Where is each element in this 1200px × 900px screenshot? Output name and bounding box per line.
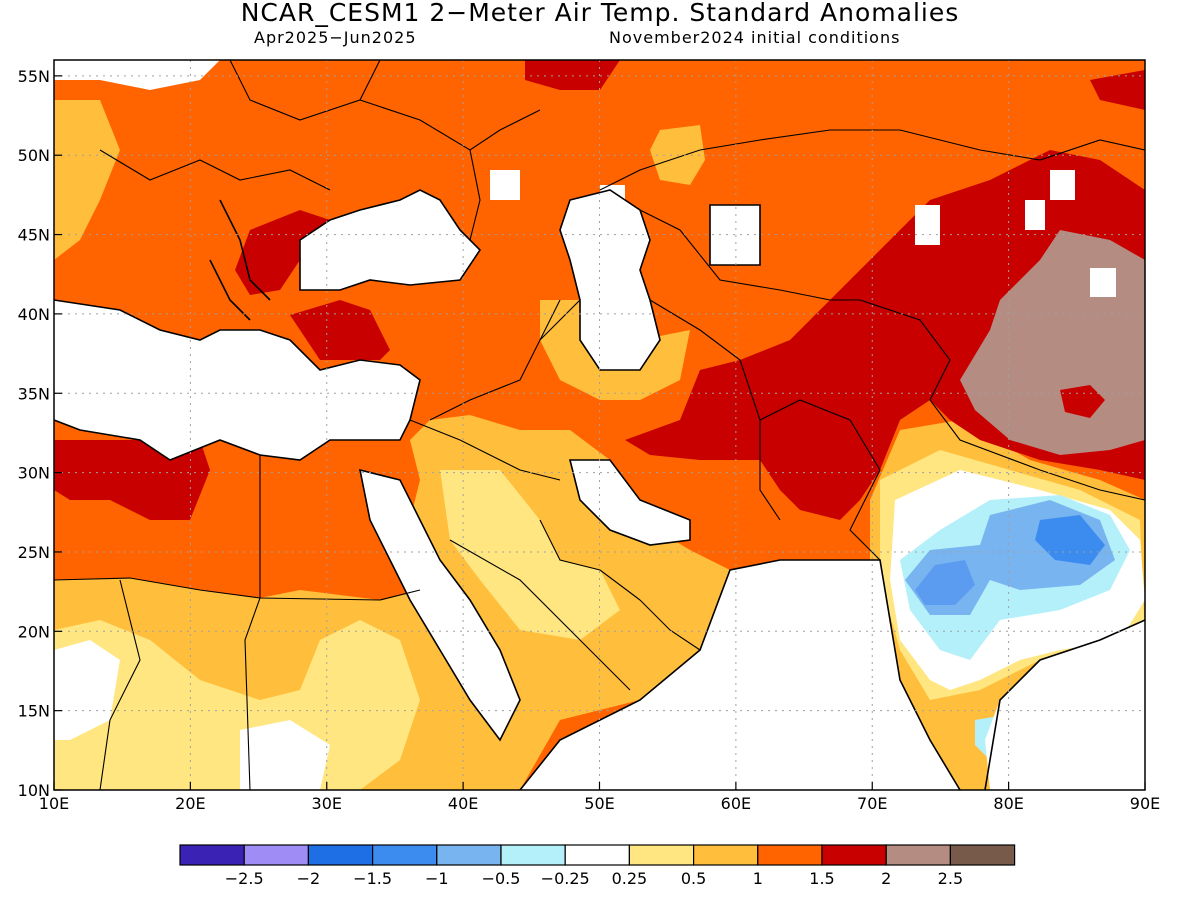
anomaly-region-0.25-0.5 [440, 470, 620, 640]
lat-tick-label: 30N [18, 464, 50, 483]
forecast-period: Apr2025−Jun2025 [254, 28, 417, 47]
anomaly-region-2 [525, 60, 620, 90]
anomaly-region-minus-1.5 [915, 560, 975, 605]
lon-tick-label: 70E [857, 794, 887, 813]
legend-swatch [821, 844, 887, 866]
legend-swatch [436, 844, 502, 866]
lon-tick-label: 40E [448, 794, 478, 813]
legend-swatch [885, 844, 952, 866]
legend-label: 2.5 [938, 869, 963, 888]
legend-label: 1 [753, 869, 763, 888]
color-legend: −2.5 −2 −1.5 −1 −0.5 −0.25 0.25 0.5 1 1.5 2 2.5 [179, 844, 1016, 888]
lon-tick-label: 50E [584, 794, 614, 813]
sea-mask-red-sea [360, 470, 520, 740]
lat-tick-label: 25N [18, 543, 50, 562]
legend-swatch [564, 844, 631, 866]
missing-data [490, 170, 1116, 297]
lon-tick-label: 80E [993, 794, 1023, 813]
lat-tick-label: 35N [18, 384, 50, 403]
anomaly-region-2 [1090, 70, 1145, 110]
lon-tick-label: 30E [312, 794, 342, 813]
initial-conditions: November2024 initial conditions [609, 28, 901, 47]
lat-tick-label: 40N [18, 305, 50, 324]
anomaly-region-near-normal [54, 640, 120, 740]
legend-swatch [500, 844, 566, 866]
legend-label: −2 [297, 869, 321, 888]
legend-swatch [949, 844, 1016, 866]
lat-tick-label: 20N [18, 622, 50, 641]
graticule [54, 60, 1145, 790]
lon-tick-label: 60E [721, 794, 751, 813]
lon-tick-label: 90E [1130, 794, 1160, 813]
legend-swatch [757, 844, 823, 866]
sea-mask-north [54, 60, 220, 90]
lon-tick-label: 10E [39, 794, 69, 813]
legend-label: −1 [425, 869, 449, 888]
legend-swatch [243, 844, 309, 866]
anomaly-field [54, 60, 1145, 790]
lat-tick-label: 55N [18, 67, 50, 86]
anomaly-region-minus-1.5 [1035, 515, 1105, 565]
lat-tick-label: 10N [18, 781, 50, 800]
legend-swatch [628, 844, 695, 866]
legend-swatch [179, 844, 245, 866]
legend-label: −0.25 [541, 869, 590, 888]
anomaly-region-2 [1060, 385, 1105, 418]
lat-tick-label: 50N [18, 146, 50, 165]
legend-swatch [307, 844, 374, 866]
legend-label: 1.5 [809, 869, 834, 888]
sea-mask-arabian-sea [520, 560, 960, 790]
legend-swatch [692, 844, 759, 866]
anomaly-region-2 [235, 210, 330, 295]
axis-ticks: 10E 20E 30E 40E 50E 60E 70E 80E 90E 55N 50N 45N 40N 3… [18, 67, 1161, 813]
sea-mask-mediterranean [54, 300, 420, 460]
lon-tick-label: 20E [175, 794, 205, 813]
legend-label: −0.5 [482, 869, 521, 888]
anomaly-region-2 [290, 300, 390, 360]
legend-label: 2 [881, 869, 891, 888]
anomaly-region-0.5-1 [54, 100, 120, 260]
map-title: NCAR_CESM1 2−Meter Air Temp. Standard An… [240, 0, 960, 27]
anomaly-region-near-normal [240, 720, 330, 790]
lat-tick-label: 45N [18, 226, 50, 245]
legend-swatch [372, 844, 438, 866]
country-borders [54, 60, 1145, 790]
legend-label: 0.5 [681, 869, 706, 888]
legend-label: 0.25 [612, 869, 648, 888]
sea-mask-bay-of-bengal [985, 620, 1145, 790]
legend-label: −1.5 [353, 869, 392, 888]
lat-tick-label: 15N [18, 702, 50, 721]
legend-label: −2.5 [225, 869, 264, 888]
